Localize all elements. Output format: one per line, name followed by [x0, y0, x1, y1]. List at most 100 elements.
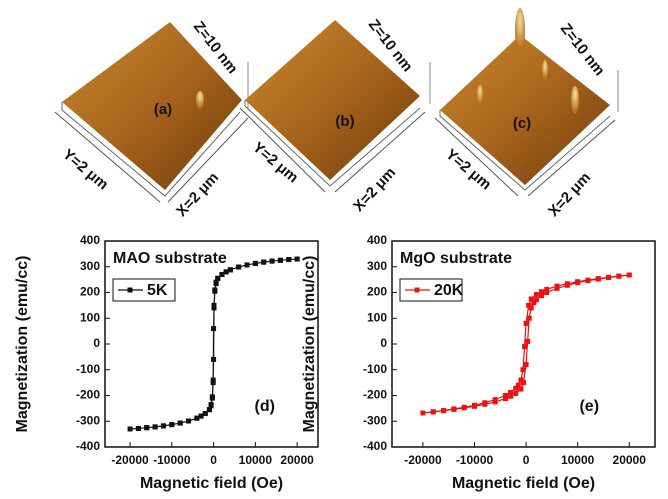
data-point [534, 297, 539, 302]
data-point [596, 277, 601, 282]
y-tick-label: -100 [363, 362, 387, 376]
x-tick-label: 10000 [239, 453, 273, 467]
data-point [606, 275, 611, 280]
y-tick-label: -200 [76, 388, 100, 402]
x-tick-label: 10000 [561, 453, 595, 467]
data-point [575, 280, 580, 285]
data-point [261, 260, 266, 265]
plot-frame [105, 241, 318, 447]
data-point [211, 326, 216, 331]
data-point [544, 290, 549, 295]
x-tick-label: -10000 [456, 453, 494, 467]
y-tick-label: 300 [367, 259, 387, 273]
panel-label: (a) [154, 101, 172, 118]
data-point [451, 407, 456, 412]
data-point [420, 411, 425, 416]
data-point [585, 278, 590, 283]
y-tick-label: 0 [380, 336, 387, 350]
x-label: X=2 μm [545, 169, 594, 220]
y-tick-label: 200 [80, 285, 100, 299]
chart: -400-300-200-1000100200300400-20000-1000… [301, 233, 655, 492]
data-point [513, 391, 518, 396]
data-point [214, 281, 219, 286]
data-point [153, 424, 158, 429]
data-point [518, 387, 523, 392]
afm-image: (a) Z=10 nm Y=2 μm X=2 μm [55, 18, 248, 220]
afm-peak [477, 85, 483, 105]
y-label: Y=2 μm [59, 146, 111, 194]
afm-peak [542, 60, 548, 80]
data-point [520, 367, 525, 372]
y-tick-label: -300 [76, 413, 100, 427]
afm-peak [196, 91, 204, 109]
panel-label: (c) [513, 115, 531, 132]
panel-label: (d) [255, 398, 275, 415]
y-tick-label: 100 [80, 310, 100, 324]
data-point [186, 418, 191, 423]
y-tick-label: -100 [76, 362, 100, 376]
afm-image: (b) Z=10 nm Y=2 μm X=2 μm [240, 16, 430, 215]
x-tick-label: 20000 [613, 453, 647, 467]
data-point [503, 396, 508, 401]
y-tick-label: 300 [80, 259, 100, 273]
panel-label: (b) [335, 113, 354, 130]
data-point [161, 423, 166, 428]
data-point [527, 316, 532, 321]
data-point [431, 409, 436, 414]
data-point [524, 321, 529, 326]
data-point [212, 289, 217, 294]
data-point [209, 403, 214, 408]
panel-label: (e) [579, 398, 599, 415]
y-tick-label: 0 [93, 336, 100, 350]
data-point [462, 405, 467, 410]
data-point [482, 402, 487, 407]
data-point [627, 272, 632, 277]
y-tick-label: 200 [367, 285, 387, 299]
data-point [441, 408, 446, 413]
x-axis-label: Magnetic field (Oe) [140, 475, 283, 492]
y-tick-label: 100 [367, 310, 387, 324]
y-tick-label: -200 [363, 388, 387, 402]
x-axis-label: Magnetic field (Oe) [452, 475, 595, 492]
data-point [136, 426, 141, 431]
data-point [524, 362, 529, 367]
data-point [128, 426, 133, 431]
data-point [525, 339, 530, 344]
data-point [236, 265, 241, 270]
afm-image: (c) Z=10 nm Y=2 μm X=2 μm [435, 8, 618, 220]
y-label: Y=2 μm [249, 139, 301, 187]
data-point [211, 357, 216, 362]
data-point [295, 257, 300, 262]
x-tick-label: -20000 [111, 453, 149, 467]
data-point [513, 386, 518, 391]
data-point [178, 421, 183, 426]
data-point [555, 286, 560, 291]
y-label: Y=2 μm [442, 146, 494, 194]
y-axis-label: Magnetization (emu/cc) [301, 256, 318, 433]
x-tick-label: 20000 [280, 453, 314, 467]
afm-peak [571, 86, 579, 114]
y-axis-label: Magnetization (emu/cc) [14, 256, 31, 433]
y-tick-label: 400 [80, 233, 100, 247]
x-tick-label: -20000 [404, 453, 442, 467]
data-point [508, 394, 513, 399]
legend-label: 20K [434, 282, 464, 299]
data-point [278, 258, 283, 263]
data-point [521, 380, 526, 385]
plot-frame [392, 241, 655, 447]
data-point [144, 425, 149, 430]
data-point [211, 380, 216, 385]
afm-panels: (a) Z=10 nm Y=2 μm X=2 μm (b) Z=10 nm Y=… [55, 8, 618, 220]
data-point [245, 262, 250, 267]
legend-marker [128, 288, 133, 293]
data-point [169, 422, 174, 427]
annotation: MAO substrate [113, 250, 227, 267]
chart: -400-300-200-1000100200300400-20000-1000… [14, 233, 318, 492]
data-point [529, 305, 534, 310]
annotation: MgO substrate [400, 250, 512, 267]
y-tick-label: -300 [363, 413, 387, 427]
figure: (a) Z=10 nm Y=2 μm X=2 μm (b) Z=10 nm Y=… [0, 0, 668, 499]
x-label: X=2 μm [173, 169, 222, 220]
data-point [565, 283, 570, 288]
charts: -400-300-200-1000100200300400-20000-1000… [14, 233, 655, 492]
